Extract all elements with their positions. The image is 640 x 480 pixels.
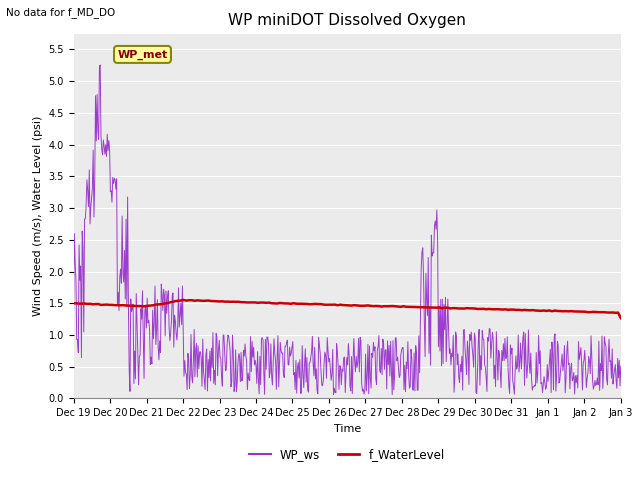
Text: WP_met: WP_met <box>117 49 168 60</box>
Y-axis label: Wind Speed (m/s), Water Level (psi): Wind Speed (m/s), Water Level (psi) <box>33 116 43 316</box>
Text: No data for f_MD_DO: No data for f_MD_DO <box>6 7 116 18</box>
Legend: WP_ws, f_WaterLevel: WP_ws, f_WaterLevel <box>244 443 450 466</box>
X-axis label: Time: Time <box>333 424 361 433</box>
Title: WP miniDOT Dissolved Oxygen: WP miniDOT Dissolved Oxygen <box>228 13 466 28</box>
